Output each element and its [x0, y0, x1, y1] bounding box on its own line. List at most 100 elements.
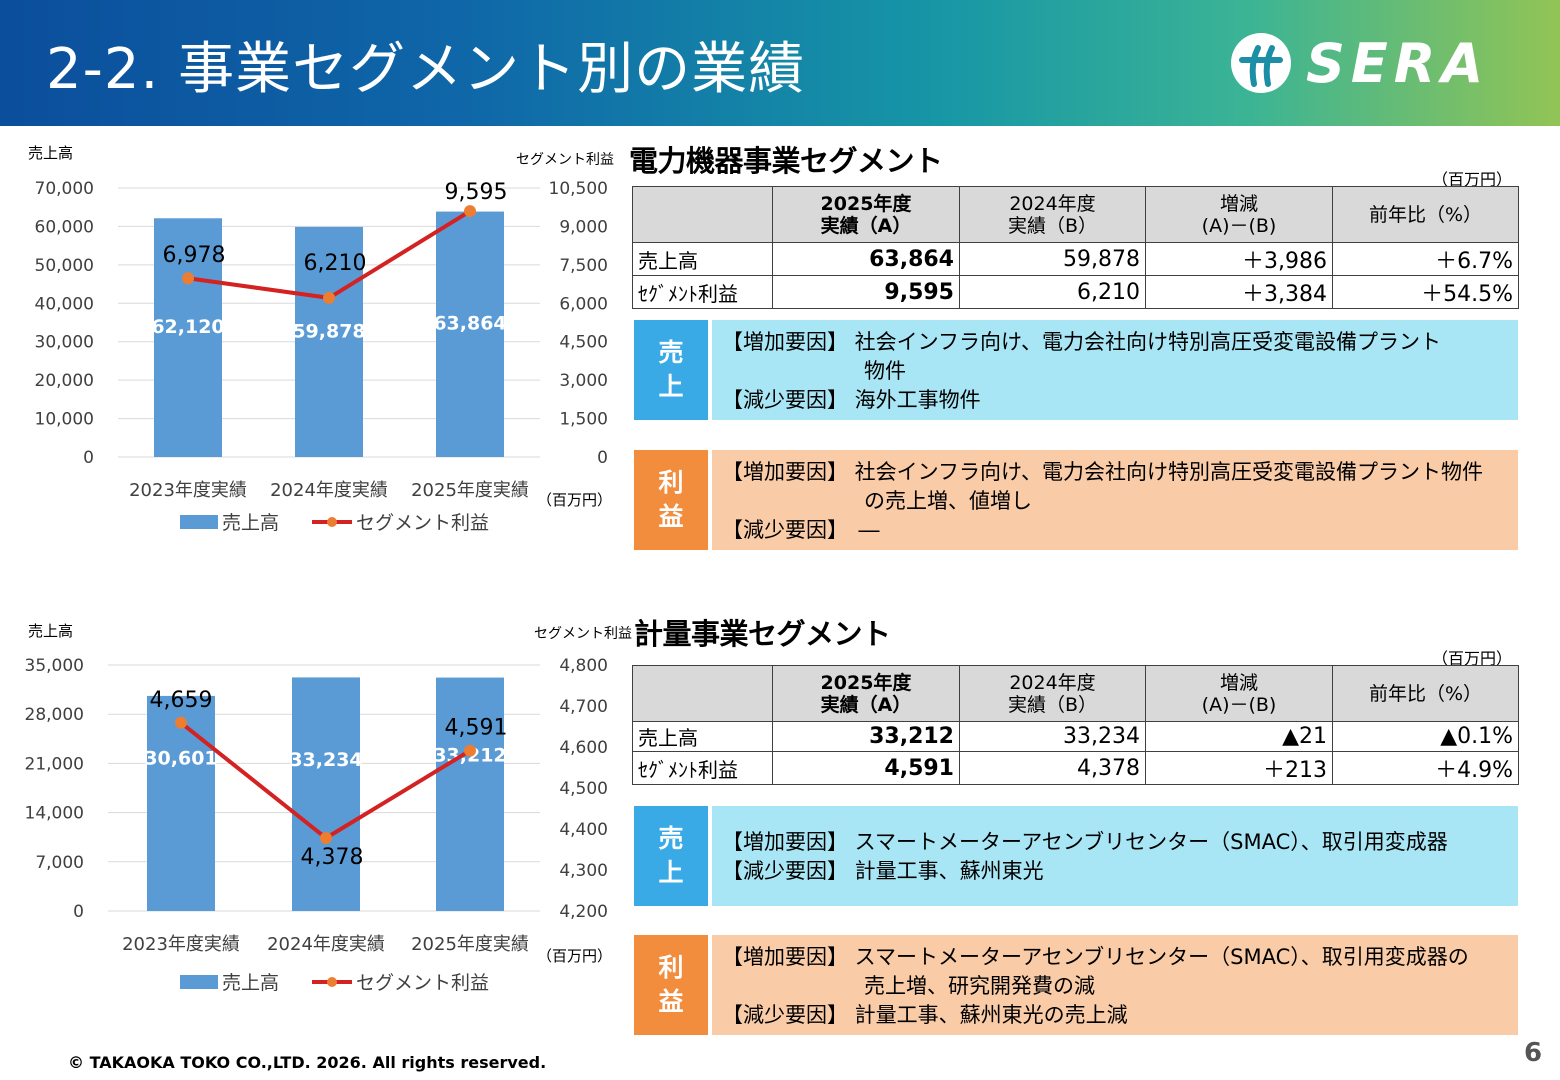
cell-value: 6,210: [959, 275, 1146, 309]
title-banner: 2-2. 事業セグメント別の業績 SERA: [0, 0, 1560, 126]
power-segment-chart: 0 10,000 20,000 30,000 40,000 50,000 60,000 70,…: [28, 144, 614, 534]
right-tick-label: 6,000: [559, 294, 608, 314]
line-data-label: 4,659: [150, 688, 213, 713]
bar-data-label: 63,864: [433, 312, 506, 334]
col-header-yoy: 前年比（%）: [1332, 186, 1519, 243]
line-data-label: 6,210: [304, 251, 367, 276]
category-label: 2023年度実績: [129, 480, 247, 501]
legend-bar-label: 売上高: [222, 512, 279, 534]
bar: [436, 677, 504, 911]
cell-value: 59,878: [959, 242, 1146, 276]
legend-line-label: セグメント利益: [356, 972, 489, 994]
left-tick-label: 35,000: [25, 656, 84, 676]
table-row: ｾｸﾞﾒﾝﾄ利益 9,595 6,210 ＋3,384 ＋54.5%: [632, 275, 1519, 309]
unit-label: （百万円）: [537, 947, 612, 965]
metering-segment-chart: 0 7,000 14,000 21,000 28,000 35,000 4,200 4,300…: [25, 622, 632, 994]
right-tick-label: 4,700: [559, 697, 608, 717]
bar-data-label: 62,120: [151, 316, 224, 338]
col-header-fy2025: 2025年度 実績（A）: [772, 665, 960, 722]
right-tick-label: 4,600: [559, 738, 608, 758]
bar: [147, 695, 215, 911]
legend-bar-swatch: [180, 515, 218, 529]
table-corner: [632, 186, 773, 243]
cell-value: 63,864: [772, 242, 960, 276]
row-label-sales: 売上高: [632, 242, 773, 276]
left-tick-label: 40,000: [35, 294, 94, 314]
col-header-yoy: 前年比（%）: [1332, 665, 1519, 722]
table-header-row: 2025年度 実績（A） 2024年度 実績（B） 増減 (A)－(B) 前年比（%）: [632, 665, 1519, 722]
row-label-profit: ｾｸﾞﾒﾝﾄ利益: [632, 275, 773, 309]
cell-value: 4,378: [959, 751, 1146, 785]
line-data-label: 6,978: [163, 243, 226, 268]
profit-point: [175, 716, 187, 729]
right-tick-label: 0: [597, 448, 608, 468]
cell-value: ▲0.1%: [1332, 721, 1519, 752]
profit-point: [323, 291, 335, 304]
cell-value: ▲21: [1145, 721, 1333, 752]
left-tick-label: 0: [73, 902, 84, 922]
legend-line-marker: [327, 517, 337, 527]
left-tick-label: 50,000: [35, 256, 94, 276]
bar: [154, 218, 222, 457]
metering-performance-table: 2025年度 実績（A） 2024年度 実績（B） 増減 (A)－(B) 前年比（%）…: [632, 665, 1519, 785]
left-tick-label: 7,000: [35, 853, 84, 873]
right-tick-label: 7,500: [559, 256, 608, 276]
bar: [436, 211, 504, 457]
category-label: 2024年度実績: [267, 934, 385, 955]
bar: [292, 677, 360, 911]
profit-point: [464, 744, 476, 757]
bar-data-label: 30,601: [144, 748, 217, 770]
metering-table-unit: （百万円）: [1432, 649, 1513, 668]
bar-data-label: 33,234: [289, 749, 362, 771]
unit-label: （百万円）: [537, 491, 612, 509]
metering-segment-title: 計量事業セグメント: [634, 617, 891, 651]
col-header-change: 増減 (A)－(B): [1145, 186, 1333, 243]
left-tick-label: 28,000: [25, 705, 84, 725]
col-header-fy2025: 2025年度 実績（A）: [772, 186, 960, 243]
category-label: 2023年度実績: [122, 934, 240, 955]
cell-value: ＋3,986: [1145, 242, 1333, 276]
logo-mark-icon: [1231, 33, 1291, 93]
factor-text: 【増加要因】 スマートメーターアセンブリセンター（SMAC）、取引用変成器の 売…: [712, 935, 1518, 1035]
power-profit-factors: 利益 【増加要因】 社会インフラ向け、電力会社向け特別高圧受変電設備プラント物件…: [634, 450, 1518, 550]
col-header-change: 増減 (A)－(B): [1145, 665, 1333, 722]
page-number: 6: [1524, 1038, 1543, 1068]
cell-value: ＋3,384: [1145, 275, 1333, 309]
col-header-fy2024: 2024年度 実績（B）: [959, 665, 1146, 722]
table-row: ｾｸﾞﾒﾝﾄ利益 4,591 4,378 ＋213 ＋4.9%: [632, 751, 1519, 785]
right-tick-label: 4,400: [559, 820, 608, 840]
left-axis-title: 売上高: [28, 144, 73, 162]
cell-value: ＋4.9%: [1332, 751, 1519, 785]
right-tick-label: 4,800: [559, 656, 608, 676]
left-tick-label: 14,000: [25, 804, 84, 824]
factor-text: 【増加要因】 スマートメーターアセンブリセンター（SMAC）、取引用変成器 【減…: [712, 806, 1518, 906]
table-corner: [632, 665, 773, 722]
cell-value: ＋6.7%: [1332, 242, 1519, 276]
right-tick-label: 9,000: [559, 217, 608, 237]
left-tick-label: 70,000: [35, 179, 94, 199]
category-label: 2025年度実績: [411, 934, 529, 955]
power-segment-title: 電力機器事業セグメント: [629, 144, 943, 178]
left-tick-label: 60,000: [35, 217, 94, 237]
cell-value: 33,212: [772, 721, 960, 752]
right-tick-label: 3,000: [559, 371, 608, 391]
left-tick-label: 20,000: [35, 371, 94, 391]
factor-text: 【増加要因】 社会インフラ向け、電力会社向け特別高圧受変電設備プラント物件 の売…: [712, 450, 1518, 550]
right-tick-label: 4,500: [559, 779, 608, 799]
metering-profit-factors: 利益 【増加要因】 スマートメーターアセンブリセンター（SMAC）、取引用変成器…: [634, 935, 1518, 1035]
right-tick-label: 1,500: [559, 410, 608, 430]
col-header-fy2024: 2024年度 実績（B）: [959, 186, 1146, 243]
profit-tag: 利益: [634, 935, 708, 1035]
legend-bar-swatch: [180, 975, 218, 989]
table-row: 売上高 63,864 59,878 ＋3,986 ＋6.7%: [632, 242, 1519, 276]
table-header-row: 2025年度 実績（A） 2024年度 実績（B） 増減 (A)－(B) 前年比（%）: [632, 186, 1519, 243]
profit-point: [182, 272, 194, 285]
right-axis-title: セグメント利益: [534, 626, 632, 642]
left-tick-label: 21,000: [25, 754, 84, 774]
legend-line-marker: [327, 977, 337, 987]
legend-line-label: セグメント利益: [356, 512, 489, 534]
row-label-sales: 売上高: [632, 721, 773, 752]
line-data-label: 9,595: [445, 180, 508, 205]
left-tick-label: 30,000: [35, 333, 94, 353]
right-axis-title: セグメント利益: [516, 152, 614, 168]
